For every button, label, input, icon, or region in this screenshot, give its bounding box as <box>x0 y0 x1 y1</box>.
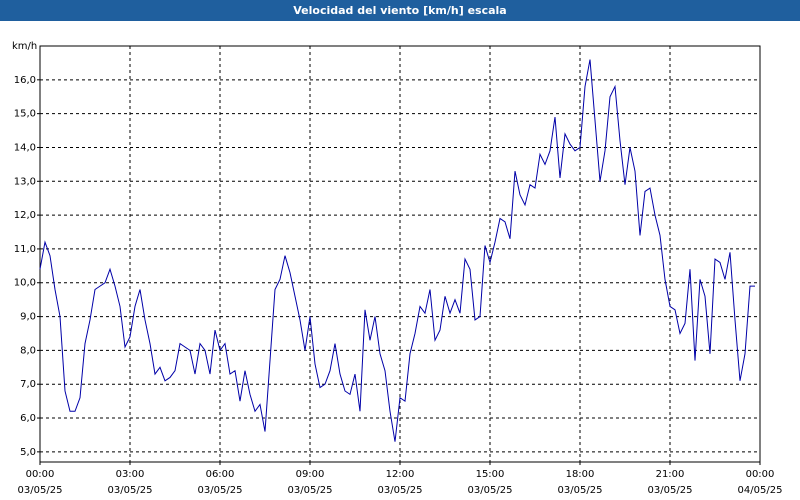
y-tick-label: 13,0 <box>14 176 36 187</box>
y-tick-label: 16,0 <box>14 75 36 86</box>
y-tick-label: 14,0 <box>14 142 36 153</box>
x-tick-date: 03/05/25 <box>558 485 603 496</box>
y-tick-label: 7,0 <box>20 379 36 390</box>
x-tick-label: 00:00 <box>746 469 775 480</box>
y-tick-label: 10,0 <box>14 278 36 289</box>
y-tick-label: 6,0 <box>20 413 36 424</box>
x-tick-date: 04/05/25 <box>738 485 783 496</box>
data-line <box>39 59 755 442</box>
y-tick-label: 11,0 <box>14 244 36 255</box>
y-tick-label: 15,0 <box>14 109 36 120</box>
y-axis-label: km/h <box>12 41 37 52</box>
x-tick-label: 18:00 <box>566 469 595 480</box>
x-tick-date: 03/05/25 <box>198 485 243 496</box>
x-tick-label: 21:00 <box>656 469 685 480</box>
x-tick-date: 03/05/25 <box>648 485 693 496</box>
x-tick-label: 15:00 <box>476 469 505 480</box>
x-tick-label: 03:00 <box>116 469 145 480</box>
y-tick-label: 5,0 <box>20 447 36 458</box>
x-tick-label: 00:00 <box>26 469 55 480</box>
x-tick-date: 03/05/25 <box>18 485 63 496</box>
y-tick-label: 8,0 <box>20 345 36 356</box>
y-tick-label: 12,0 <box>14 210 36 221</box>
x-tick-label: 12:00 <box>386 469 415 480</box>
x-tick-date: 03/05/25 <box>468 485 513 496</box>
x-tick-date: 03/05/25 <box>108 485 153 496</box>
x-tick-date: 03/05/25 <box>378 485 423 496</box>
x-tick-label: 09:00 <box>296 469 325 480</box>
plot-border <box>39 45 761 463</box>
x-tick-date: 03/05/25 <box>288 485 333 496</box>
chart-title: Velocidad del viento [km/h] escala <box>0 0 800 21</box>
y-tick-label: 9,0 <box>20 312 36 323</box>
x-tick-label: 06:00 <box>206 469 235 480</box>
